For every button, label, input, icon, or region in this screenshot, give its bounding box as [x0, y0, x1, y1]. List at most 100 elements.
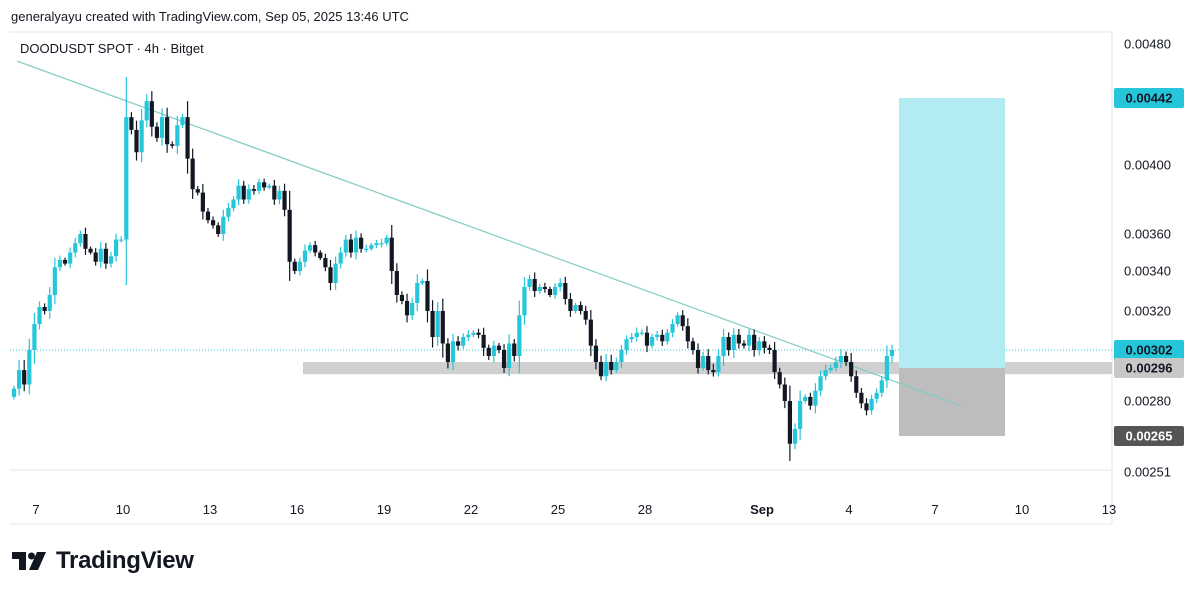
- candle-body: [246, 189, 251, 200]
- candle-body: [803, 396, 808, 401]
- candle-body: [47, 295, 52, 311]
- candle: [430, 300, 435, 348]
- candle: [11, 385, 17, 400]
- candle: [384, 234, 389, 246]
- candle-body: [440, 311, 445, 344]
- candle-body: [680, 315, 685, 327]
- candle-body: [777, 372, 782, 385]
- candle-body: [609, 362, 614, 371]
- x-tick-label: 22: [464, 502, 478, 517]
- candle-body: [563, 283, 568, 299]
- long-position-tool: [899, 98, 1005, 436]
- candle-body: [854, 376, 859, 393]
- candle: [675, 312, 680, 327]
- candle: [629, 333, 634, 343]
- candle-body: [210, 220, 216, 226]
- candle: [558, 278, 563, 292]
- candle-body: [119, 239, 124, 241]
- candle-body: [93, 252, 98, 262]
- candle-body: [338, 252, 343, 264]
- price-tag: 0.00442: [1114, 88, 1184, 108]
- candle-body: [216, 225, 221, 234]
- candle-body: [823, 370, 828, 377]
- candle: [889, 344, 895, 363]
- candle-body: [22, 370, 27, 385]
- candle: [134, 120, 139, 161]
- candle-body: [685, 326, 690, 342]
- candle-body: [113, 239, 119, 257]
- candle-body: [573, 305, 578, 311]
- candle: [501, 344, 507, 374]
- candle-body: [83, 234, 88, 249]
- candle: [808, 392, 813, 410]
- candle-body: [828, 368, 833, 371]
- candle: [103, 243, 108, 269]
- x-tick-label: 4: [845, 502, 852, 517]
- tradingview-brand[interactable]: TradingView: [12, 546, 194, 576]
- tradingview-logo-icon: [12, 552, 46, 570]
- candle: [568, 293, 573, 317]
- x-tick-label: 16: [290, 502, 304, 517]
- candle-body: [660, 334, 665, 342]
- candle: [205, 208, 211, 224]
- candle: [113, 233, 119, 262]
- candle: [170, 141, 175, 149]
- candle: [445, 338, 450, 369]
- candle: [410, 298, 415, 321]
- candle: [185, 101, 190, 174]
- candle-body: [277, 190, 282, 200]
- candle-body: [404, 301, 410, 316]
- candle: [634, 327, 639, 342]
- candle-body: [512, 343, 517, 356]
- candle-body: [282, 190, 287, 210]
- candle: [461, 333, 466, 349]
- candle: [262, 178, 267, 191]
- candle: [119, 236, 124, 243]
- candle-body: [328, 267, 333, 283]
- candle: [425, 269, 430, 323]
- candle-body: [813, 390, 818, 406]
- candle-body: [88, 248, 93, 253]
- candle-body: [547, 289, 553, 295]
- candle-body: [782, 384, 787, 401]
- candle: [619, 345, 624, 369]
- candle: [757, 337, 762, 356]
- candle: [42, 303, 47, 315]
- x-tick-label: 13: [203, 502, 217, 517]
- candle: [323, 253, 328, 272]
- candle-body: [767, 347, 772, 350]
- candle-body: [180, 117, 185, 126]
- candle: [609, 354, 614, 375]
- candle: [507, 334, 512, 377]
- candle: [108, 251, 114, 268]
- candle: [420, 278, 425, 286]
- candle-body: [185, 117, 190, 159]
- candle-body: [435, 311, 440, 337]
- trendline-layer: [16, 60, 962, 407]
- candle-body: [205, 211, 211, 221]
- candle-body: [175, 125, 180, 146]
- candle-body: [593, 345, 599, 362]
- candle-body: [323, 258, 328, 268]
- candle: [456, 336, 461, 351]
- candle-body: [695, 350, 701, 368]
- candle-body: [491, 345, 496, 356]
- candle: [236, 179, 241, 206]
- candle: [476, 328, 481, 339]
- price-tag-bg: [1114, 88, 1184, 108]
- candle-body: [154, 126, 160, 138]
- candle-body: [578, 305, 583, 311]
- candle: [144, 94, 149, 128]
- candle-body: [399, 295, 405, 301]
- candle: [37, 301, 42, 330]
- candle: [47, 287, 52, 319]
- candle: [660, 329, 665, 347]
- candle: [752, 329, 757, 357]
- price-tag-value: 0.00265: [1126, 429, 1173, 444]
- candle-body: [752, 334, 757, 350]
- candle: [165, 107, 170, 153]
- candle: [27, 338, 32, 395]
- candle-body: [420, 281, 425, 283]
